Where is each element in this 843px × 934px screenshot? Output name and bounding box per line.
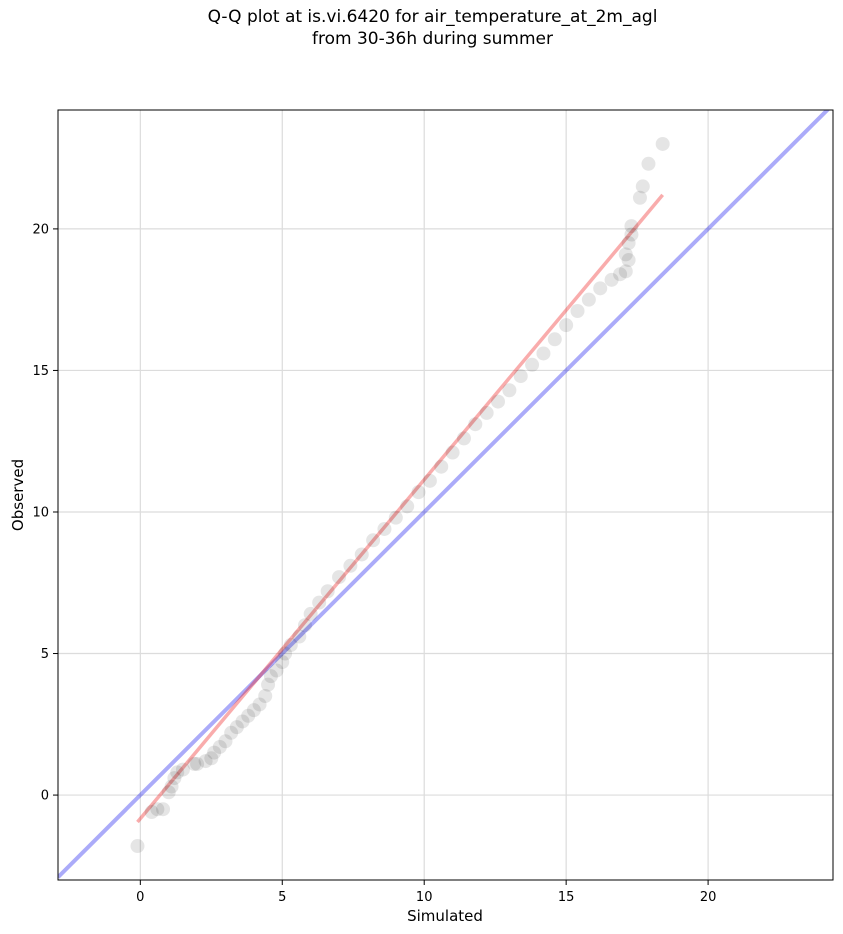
data-point bbox=[343, 558, 358, 573]
data-point bbox=[204, 751, 219, 766]
identity-line bbox=[58, 110, 831, 879]
data-point bbox=[456, 431, 471, 446]
data-point bbox=[190, 756, 205, 771]
data-point bbox=[198, 754, 213, 769]
data-point bbox=[377, 521, 392, 536]
data-point bbox=[502, 383, 517, 398]
data-point bbox=[224, 725, 239, 740]
data-point bbox=[641, 156, 656, 171]
data-point bbox=[156, 802, 171, 817]
data-point bbox=[354, 547, 369, 562]
data-point bbox=[278, 646, 293, 661]
data-point bbox=[167, 771, 182, 786]
data-point bbox=[229, 720, 244, 735]
data-point bbox=[235, 714, 250, 729]
data-point bbox=[170, 765, 185, 780]
data-point bbox=[292, 629, 307, 644]
data-point bbox=[258, 688, 273, 703]
data-point bbox=[388, 510, 403, 525]
x-tick-label: 10 bbox=[416, 890, 433, 905]
data-point bbox=[130, 839, 145, 854]
data-point bbox=[263, 669, 278, 684]
data-point bbox=[559, 318, 574, 333]
x-tick-label: 20 bbox=[700, 890, 717, 905]
data-point bbox=[570, 303, 585, 318]
reference-lines bbox=[58, 110, 831, 879]
data-point bbox=[187, 756, 202, 771]
data-point bbox=[655, 136, 670, 151]
data-point bbox=[161, 785, 176, 800]
data-point bbox=[303, 606, 318, 621]
data-point bbox=[593, 281, 608, 296]
data-point bbox=[491, 394, 506, 409]
data-point bbox=[246, 703, 261, 718]
x-tick-label: 5 bbox=[278, 890, 286, 905]
data-point bbox=[547, 332, 562, 347]
x-axis-label: Simulated bbox=[407, 907, 483, 925]
scatter-points bbox=[130, 136, 670, 854]
plot-frame bbox=[57, 109, 834, 881]
data-point bbox=[218, 734, 233, 749]
data-point bbox=[332, 570, 347, 585]
data-point bbox=[479, 405, 494, 420]
data-point bbox=[312, 595, 327, 610]
data-point bbox=[366, 533, 381, 548]
x-tick-label: 15 bbox=[558, 890, 575, 905]
data-point bbox=[275, 655, 290, 670]
data-point bbox=[468, 417, 483, 432]
data-point bbox=[618, 264, 633, 279]
data-point bbox=[434, 459, 449, 474]
grid bbox=[58, 110, 833, 880]
data-point bbox=[581, 292, 596, 307]
data-point bbox=[624, 227, 639, 242]
axis-ticks: 0 5 10 15 20 0 5 10 15 20 bbox=[32, 222, 716, 905]
y-tick-label: 0 bbox=[41, 789, 49, 804]
x-tick-label: 0 bbox=[136, 890, 144, 905]
chart-title-line-1: Q-Q plot at is.vi.6420 for air_temperatu… bbox=[207, 7, 658, 27]
data-point bbox=[536, 346, 551, 361]
data-point bbox=[445, 445, 460, 460]
data-point bbox=[261, 677, 276, 692]
data-point bbox=[635, 179, 650, 194]
y-tick-label: 20 bbox=[32, 222, 49, 237]
data-point bbox=[613, 267, 628, 282]
data-point bbox=[241, 708, 256, 723]
data-point bbox=[320, 584, 335, 599]
data-point bbox=[525, 357, 540, 372]
data-point bbox=[400, 499, 415, 514]
fit-line bbox=[136, 193, 665, 824]
y-tick-label: 10 bbox=[32, 505, 49, 520]
data-point bbox=[411, 485, 426, 500]
data-point bbox=[144, 805, 159, 820]
data-point bbox=[632, 190, 647, 205]
data-point bbox=[207, 745, 222, 760]
data-point bbox=[621, 253, 636, 268]
data-point bbox=[422, 473, 437, 488]
y-tick-label: 5 bbox=[41, 647, 49, 662]
data-point bbox=[297, 618, 312, 633]
y-tick-label: 15 bbox=[32, 364, 49, 379]
data-point bbox=[624, 219, 639, 234]
data-point bbox=[621, 236, 636, 251]
data-point bbox=[269, 663, 284, 678]
data-point bbox=[212, 739, 227, 754]
data-point bbox=[175, 762, 190, 777]
data-point bbox=[150, 802, 165, 817]
data-point bbox=[618, 247, 633, 262]
chart-title-line-2: from 30-36h during summer bbox=[312, 29, 553, 49]
y-axis-label: Observed bbox=[9, 459, 27, 531]
data-point bbox=[604, 272, 619, 287]
data-point bbox=[283, 638, 298, 653]
data-point bbox=[252, 697, 267, 712]
data-point bbox=[164, 779, 179, 794]
data-point bbox=[513, 369, 528, 384]
chart-title: Q-Q plot at is.vi.6420 for air_temperatu… bbox=[0, 6, 843, 50]
